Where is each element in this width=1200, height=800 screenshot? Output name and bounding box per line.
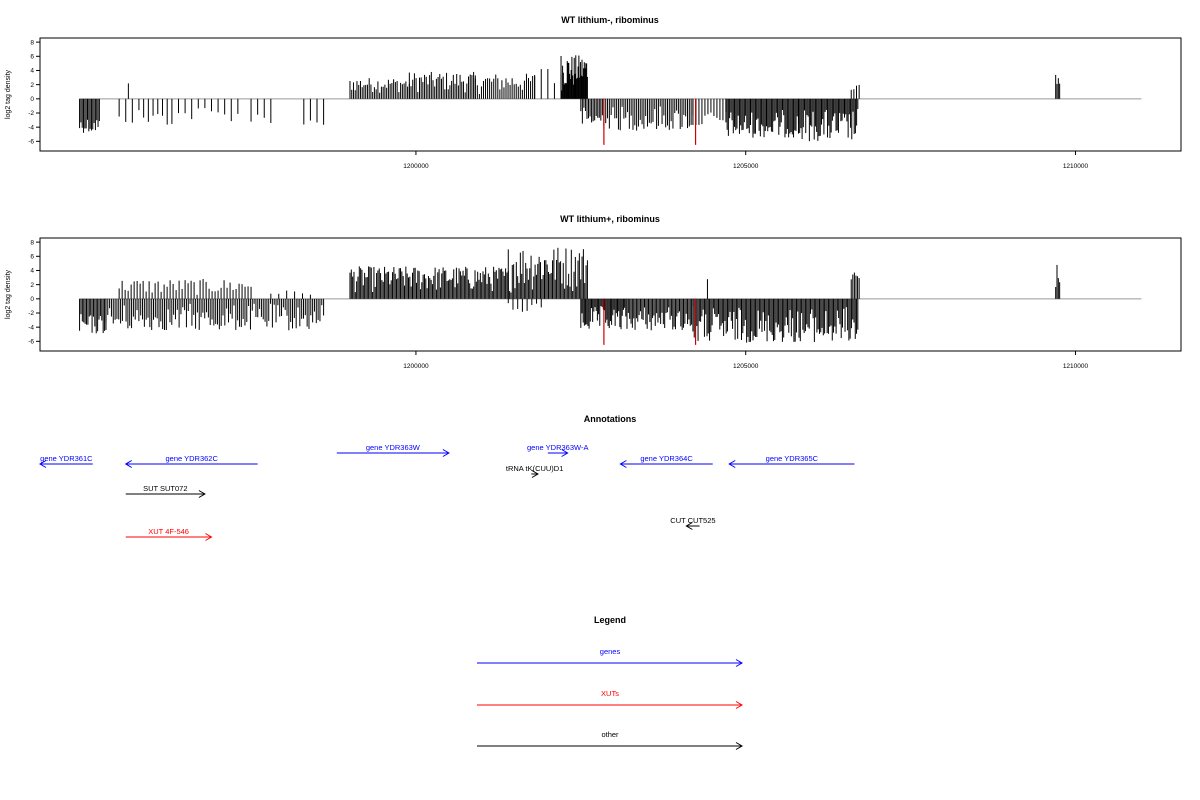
legend-entry: other — [477, 730, 743, 750]
feature-label: tRNA tK(CUU)D1 — [506, 464, 564, 473]
arrow-right-icon — [205, 533, 213, 541]
y-tick-label: 8 — [30, 239, 34, 246]
feature-label: gene YDR363W-A — [527, 443, 588, 452]
arrow-left-icon — [728, 460, 736, 468]
x-tick-label: 1200000 — [403, 363, 429, 370]
y-tick-label: -4 — [28, 124, 34, 131]
feature-label: gene YDR361C — [40, 454, 93, 463]
arrow-right-icon — [561, 449, 569, 457]
y-tick-label: 6 — [30, 53, 34, 60]
annotation-feature: SUT SUT072 — [125, 484, 206, 498]
arrow-left-icon — [39, 460, 47, 468]
arrow-right-icon — [735, 659, 743, 667]
feature-label: SUT SUT072 — [143, 484, 187, 493]
annotation-feature: gene YDR362C — [124, 454, 258, 468]
panel-1-y-axis-label: log2 tag density — [5, 69, 12, 119]
panel-1-y-axis: -6 -4 -2 0 2 4 6 8 — [28, 39, 40, 146]
panel-1-title: WT lithium-, ribominus — [561, 15, 659, 25]
x-tick-label: 1205000 — [733, 163, 759, 170]
annotations-title: Annotations — [584, 414, 637, 424]
x-tick-label: 1205000 — [733, 363, 759, 370]
y-tick-label: -6 — [28, 139, 34, 146]
annotation-features: gene YDR361C gene YDR362C gene YDR363W gene… — [39, 443, 855, 541]
y-tick-label: 8 — [30, 39, 34, 46]
y-tick-label: 0 — [30, 96, 34, 103]
y-tick-label: -6 — [28, 339, 34, 346]
panel-1-x-axis: 1200000 1205000 1210000 — [403, 151, 1089, 170]
arrow-left-icon — [685, 522, 693, 530]
y-tick-label: 4 — [30, 68, 34, 75]
annotation-feature: gene YDR363W-A — [527, 443, 588, 457]
annotation-feature: XUT 4F-546 — [125, 527, 213, 541]
legend-entries: genes XUTs other — [477, 647, 743, 750]
panel-2-y-axis-label: log2 tag density — [5, 269, 12, 319]
annotation-feature: gene YDR363W — [336, 443, 450, 457]
legend-label: other — [601, 730, 619, 739]
annotation-feature: gene YDR365C — [728, 454, 855, 468]
legend-title: Legend — [594, 615, 626, 625]
y-tick-label: 0 — [30, 296, 34, 303]
y-tick-label: -4 — [28, 324, 34, 331]
panel-2-title: WT lithium+, ribominus — [560, 214, 660, 224]
panel-2-bars — [79, 247, 1061, 345]
legend-entry: genes — [477, 647, 743, 667]
y-tick-label: 2 — [30, 82, 34, 89]
arrow-right-icon — [442, 449, 450, 457]
legend-entry: XUTs — [477, 689, 743, 709]
panel-1-plot-frame — [39, 37, 1182, 152]
panel-lithium-minus: WT lithium-, ribominus log2 tag density … — [5, 15, 1182, 170]
feature-label: gene YDR365C — [766, 454, 819, 463]
legend-panel: Legend genes XUTs other — [477, 615, 743, 750]
arrow-right-icon — [531, 470, 539, 478]
panel-2-x-axis: 1200000 1205000 1210000 — [403, 351, 1089, 370]
arrow-left-icon — [619, 460, 627, 468]
panel-2-plot-frame — [39, 237, 1182, 352]
y-tick-label: 2 — [30, 282, 34, 289]
x-tick-label: 1210000 — [1063, 363, 1089, 370]
x-tick-label: 1210000 — [1063, 163, 1089, 170]
arrow-right-icon — [198, 490, 206, 498]
x-tick-label: 1200000 — [403, 163, 429, 170]
arrow-right-icon — [735, 742, 743, 750]
panel-lithium-plus: WT lithium+, ribominus log2 tag density … — [5, 214, 1182, 370]
y-tick-label: -2 — [28, 110, 34, 117]
panel-2-y-axis: -6 -4 -2 0 2 4 6 8 — [28, 239, 40, 346]
annotation-feature: CUT CUT525 — [670, 516, 716, 530]
annotation-feature: gene YDR364C — [619, 454, 713, 468]
arrow-right-icon — [735, 701, 743, 709]
legend-label: XUTs — [601, 689, 619, 698]
feature-label: gene YDR362C — [165, 454, 218, 463]
y-tick-label: 6 — [30, 253, 34, 260]
feature-label: CUT CUT525 — [670, 516, 715, 525]
annotation-feature: tRNA tK(CUU)D1 — [506, 464, 564, 478]
feature-label: XUT 4F-546 — [148, 527, 189, 536]
annotation-feature: gene YDR361C — [39, 454, 93, 468]
arrow-left-icon — [124, 460, 132, 468]
y-tick-label: 4 — [30, 268, 34, 275]
feature-label: gene YDR364C — [640, 454, 693, 463]
legend-label: genes — [600, 647, 621, 656]
y-tick-label: -2 — [28, 310, 34, 317]
panel-1-bars — [79, 55, 1061, 145]
annotations-panel: Annotations gene YDR361C gene YDR362Cgene… — [39, 414, 855, 541]
feature-label: gene YDR363W — [366, 443, 421, 452]
